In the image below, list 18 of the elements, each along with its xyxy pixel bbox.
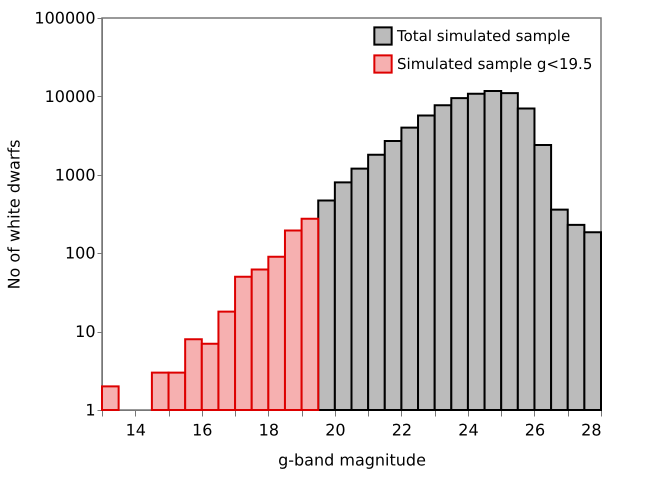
x-axis-title: g-band magnitude [278, 450, 426, 470]
x-tick-label: 14 [126, 420, 146, 440]
legend-label: Simulated sample g<19.5 [397, 55, 592, 73]
legend-label: Total simulated sample [396, 27, 570, 45]
x-tick-label: 22 [392, 420, 412, 440]
x-tick-label: 18 [258, 420, 280, 440]
x-tick-label: 20 [325, 420, 346, 440]
x-tick-label: 28 [581, 420, 602, 440]
y-tick-label: 10000 [44, 86, 96, 106]
x-tick-label: 26 [524, 420, 546, 440]
y-tick-label: 1000 [54, 165, 96, 184]
x-tick-label: 16 [192, 420, 212, 440]
y-tick-label: 100 [64, 244, 96, 263]
x-tick-label: 24 [458, 420, 479, 440]
y-tick-label: 10 [75, 322, 96, 342]
y-tick-label: 1 [85, 400, 96, 420]
y-axis-title: No of white dwarfs [4, 140, 24, 290]
y-tick-label: 100000 [34, 8, 96, 28]
